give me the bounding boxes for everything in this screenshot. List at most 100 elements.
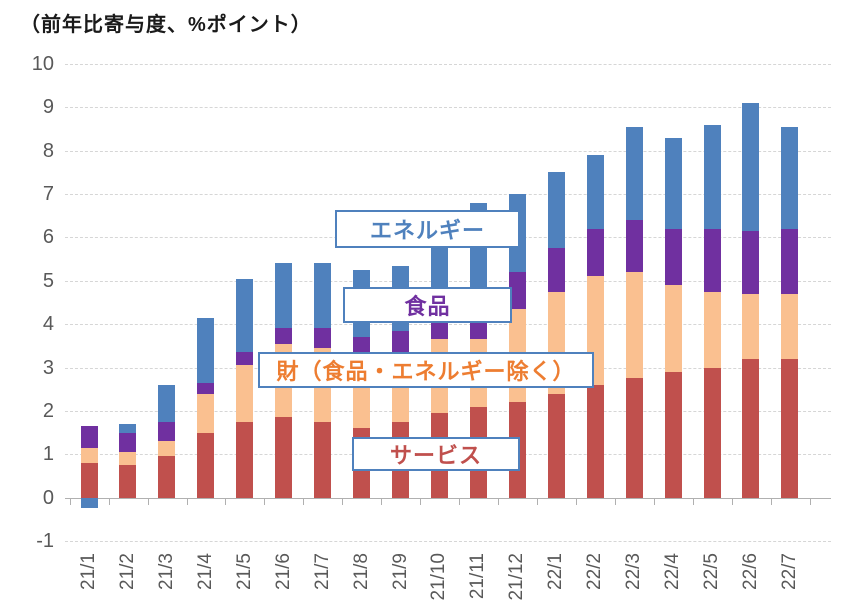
bar-segment-energy-21/6 — [275, 263, 293, 329]
x-axis-tick — [186, 497, 188, 505]
y-axis-label: -1 — [36, 529, 54, 552]
x-axis-label: 21/1 — [78, 553, 99, 590]
x-axis-label: 21/3 — [155, 553, 177, 590]
bar-segment-energy-22/5 — [703, 124, 721, 229]
legend-label-services: サービス — [352, 437, 520, 471]
x-axis-tick — [536, 497, 538, 505]
bar-segment-food-22/6 — [742, 230, 760, 294]
x-axis-tick — [303, 497, 305, 505]
x-axis-tick — [575, 497, 577, 505]
bar-segment-energy-21/1 — [80, 497, 98, 509]
y-axis-label: 10 — [31, 53, 54, 75]
bar-segment-goods-ex-food-energy-21/2 — [119, 452, 137, 466]
x-axis-label: 22/6 — [739, 553, 761, 590]
x-axis-label: 21/5 — [233, 553, 255, 590]
x-axis-tick — [108, 497, 110, 505]
y-axis-label: 5 — [42, 269, 54, 292]
x-axis-tick — [69, 497, 71, 505]
bar-segment-services-21/1 — [80, 462, 98, 498]
y-axis-label: 1 — [42, 443, 54, 466]
x-axis-label: 22/4 — [662, 553, 684, 590]
bar-segment-energy-21/3 — [158, 384, 176, 422]
bar-segment-food-21/3 — [158, 421, 176, 442]
legend-label-food: 食品 — [343, 287, 512, 323]
x-axis-label: 21/12 — [506, 553, 528, 601]
gridline — [65, 107, 831, 109]
bar-segment-energy-21/2 — [119, 423, 137, 433]
gridline — [65, 410, 831, 412]
bar-segment-food-22/7 — [781, 228, 799, 294]
bar-segment-energy-22/2 — [586, 155, 604, 229]
bar-segment-goods-ex-food-energy-21/5 — [236, 365, 254, 422]
y-axis-label: 3 — [42, 356, 54, 379]
x-axis-tick — [459, 497, 461, 505]
legend-label-energy: エネルギー — [335, 210, 520, 248]
y-axis-label: 2 — [42, 399, 54, 422]
bar-segment-food-22/3 — [625, 220, 643, 273]
x-axis-label: 22/7 — [778, 553, 800, 590]
bar-segment-services-21/2 — [119, 465, 137, 498]
bar-segment-energy-21/4 — [197, 317, 215, 383]
legend-label-goods-ex-food-energy: 財（食品・エネルギー除く） — [258, 352, 594, 388]
bar-segment-food-21/6 — [275, 328, 293, 344]
gridline — [65, 540, 831, 542]
bar-segment-goods-ex-food-energy-21/3 — [158, 441, 176, 457]
x-axis-tick — [653, 497, 655, 505]
y-axis-label: 0 — [42, 486, 54, 509]
bar-segment-services-22/4 — [664, 371, 682, 498]
bar-segment-energy-22/6 — [742, 103, 760, 231]
gridline — [65, 280, 831, 282]
x-axis-tick — [809, 497, 811, 505]
x-axis-label: 22/2 — [584, 553, 606, 590]
bar-segment-energy-21/7 — [314, 263, 332, 329]
x-axis-tick — [342, 497, 344, 505]
x-axis-tick — [147, 497, 149, 505]
bar-segment-food-21/2 — [119, 432, 137, 453]
y-axis-label: 9 — [42, 96, 54, 119]
bar-segment-services-21/7 — [314, 421, 332, 498]
bar-segment-energy-22/3 — [625, 126, 643, 221]
bar-segment-food-21/12 — [508, 272, 526, 309]
bar-segment-energy-22/4 — [664, 137, 682, 229]
x-axis-label: 21/7 — [311, 553, 333, 590]
bar-segment-services-21/4 — [197, 432, 215, 498]
chart-title: （前年比寄与度、%ポイント） — [20, 14, 312, 36]
bar-segment-food-22/4 — [664, 228, 682, 286]
bar-segment-services-22/7 — [781, 358, 799, 498]
bar-segment-food-22/1 — [547, 248, 565, 292]
bar-segment-services-21/5 — [236, 421, 254, 498]
gridline — [65, 64, 831, 65]
bar-segment-services-22/1 — [547, 393, 565, 498]
x-axis-label: 22/3 — [623, 553, 645, 590]
bar-segment-food-21/1 — [80, 426, 98, 448]
y-axis-label: 8 — [42, 139, 54, 162]
x-axis-label: 21/8 — [350, 553, 372, 590]
y-axis-label: 6 — [42, 226, 54, 249]
x-axis-tick — [498, 497, 500, 505]
x-axis-label: 21/10 — [428, 553, 450, 601]
bar-segment-goods-ex-food-energy-22/3 — [625, 272, 643, 379]
bar-segment-goods-ex-food-energy-22/7 — [781, 293, 799, 359]
bar-segment-energy-22/1 — [547, 172, 565, 249]
bar-segment-energy-22/7 — [781, 126, 799, 229]
x-axis-label: 22/1 — [545, 553, 567, 590]
x-axis-label: 21/4 — [194, 553, 216, 590]
x-axis-tick — [264, 497, 266, 505]
x-axis-label: 21/6 — [272, 553, 294, 590]
gridline — [65, 324, 831, 326]
x-axis-label: 22/5 — [701, 553, 723, 590]
bar-segment-services-21/3 — [158, 456, 176, 498]
bar-segment-services-21/6 — [275, 417, 293, 498]
bar-segment-goods-ex-food-energy-21/1 — [80, 447, 98, 463]
bar-segment-food-21/5 — [236, 352, 254, 366]
bar-segment-services-22/2 — [586, 384, 604, 498]
bar-segment-goods-ex-food-energy-22/6 — [742, 293, 760, 359]
y-axis-label: 7 — [42, 183, 54, 206]
gridline — [65, 150, 831, 152]
x-axis-tick — [381, 497, 383, 505]
x-axis-tick — [420, 497, 422, 505]
x-axis-label: 21/11 — [467, 553, 489, 600]
x-axis-tick — [731, 497, 733, 505]
bar-segment-services-22/3 — [625, 378, 643, 498]
